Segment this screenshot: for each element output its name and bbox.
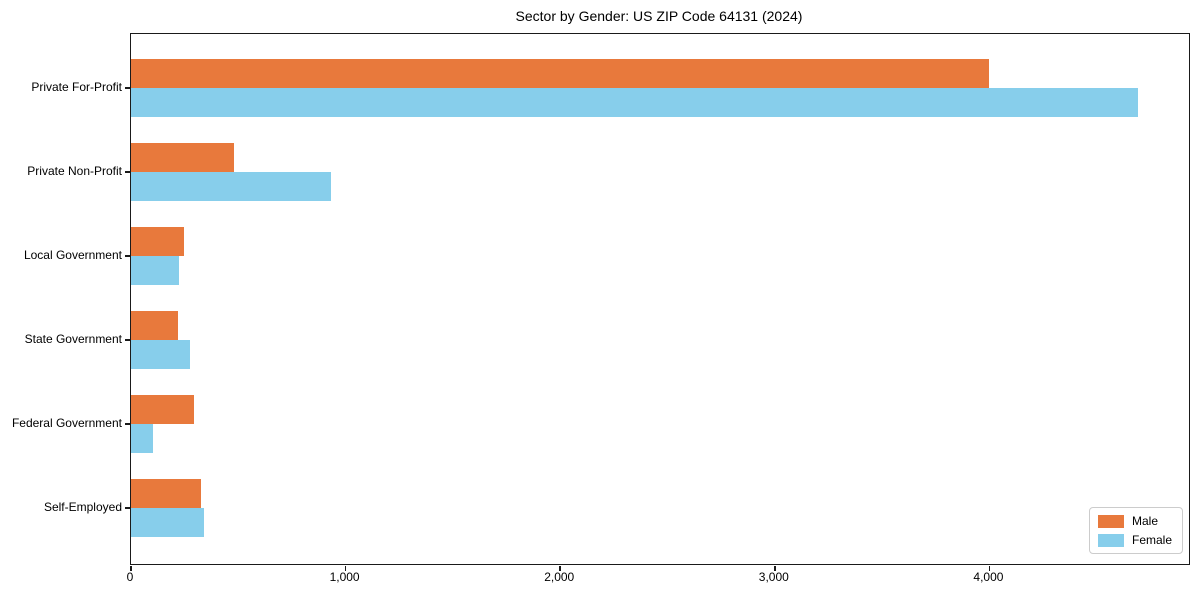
bar-female-private-for-profit bbox=[131, 88, 1138, 117]
y-axis-label-self-employed: Self-Employed bbox=[43, 500, 122, 514]
y-axis-label-federal-government: Federal Government bbox=[11, 416, 122, 430]
plot-area: Male Female bbox=[124, 33, 1190, 571]
chart-title: Sector by Gender: US ZIP Code 64131 (202… bbox=[515, 8, 803, 24]
y-tick-federal-government bbox=[124, 423, 130, 425]
x-tick-4000 bbox=[988, 565, 991, 571]
x-axis-label-3000: 3,000 bbox=[758, 570, 789, 584]
legend: Male Female bbox=[1088, 507, 1183, 554]
bar-male-state-government bbox=[131, 311, 179, 340]
bar-male-private-non-profit bbox=[131, 143, 234, 172]
bar-female-state-government bbox=[131, 340, 190, 369]
legend-swatch-male bbox=[1097, 514, 1124, 528]
legend-label-female: Female bbox=[1131, 533, 1172, 547]
legend-item-female: Female bbox=[1097, 533, 1172, 547]
bar-male-private-for-profit bbox=[131, 59, 990, 88]
x-tick-2000 bbox=[559, 565, 561, 571]
x-axis-labels: 0 1,000 2,000 3,000 4,000 bbox=[126, 570, 1188, 590]
legend-swatch-female bbox=[1097, 533, 1124, 547]
y-axis-label-state-government: State Government bbox=[24, 332, 122, 346]
x-tick-3000 bbox=[774, 565, 776, 571]
legend-label-male: Male bbox=[1131, 514, 1158, 528]
x-axis-label-4000: 4,000 bbox=[973, 570, 1004, 584]
bar-female-federal-government bbox=[131, 424, 153, 453]
bar-male-federal-government bbox=[131, 395, 195, 424]
bar-male-self-employed bbox=[131, 479, 201, 508]
y-tick-self-employed bbox=[124, 507, 130, 509]
x-axis-label-1000: 1,000 bbox=[329, 570, 360, 584]
y-tick-state-government bbox=[124, 339, 130, 341]
x-tick-1000 bbox=[344, 565, 347, 571]
legend-item-male: Male bbox=[1097, 514, 1172, 528]
bar-female-local-government bbox=[131, 256, 180, 285]
x-axis-label-2000: 2,000 bbox=[544, 570, 575, 584]
x-tick-0 bbox=[130, 565, 132, 571]
y-axis-label-private-non-profit: Private Non-Profit bbox=[27, 164, 122, 178]
bar-female-self-employed bbox=[131, 508, 204, 537]
y-axis-label-local-government: Local Government bbox=[23, 248, 122, 262]
bar-male-local-government bbox=[131, 227, 184, 256]
y-tick-local-government bbox=[124, 255, 130, 257]
y-axis-labels: Private For-Profit Private Non-Profit Loca… bbox=[0, 33, 130, 563]
x-axis-label-0: 0 bbox=[126, 570, 134, 584]
y-tick-private-for-profit bbox=[124, 87, 130, 89]
y-tick-private-non-profit bbox=[124, 171, 130, 173]
bar-female-private-non-profit bbox=[131, 172, 331, 201]
y-axis-label-private-for-profit: Private For-Profit bbox=[31, 80, 122, 94]
